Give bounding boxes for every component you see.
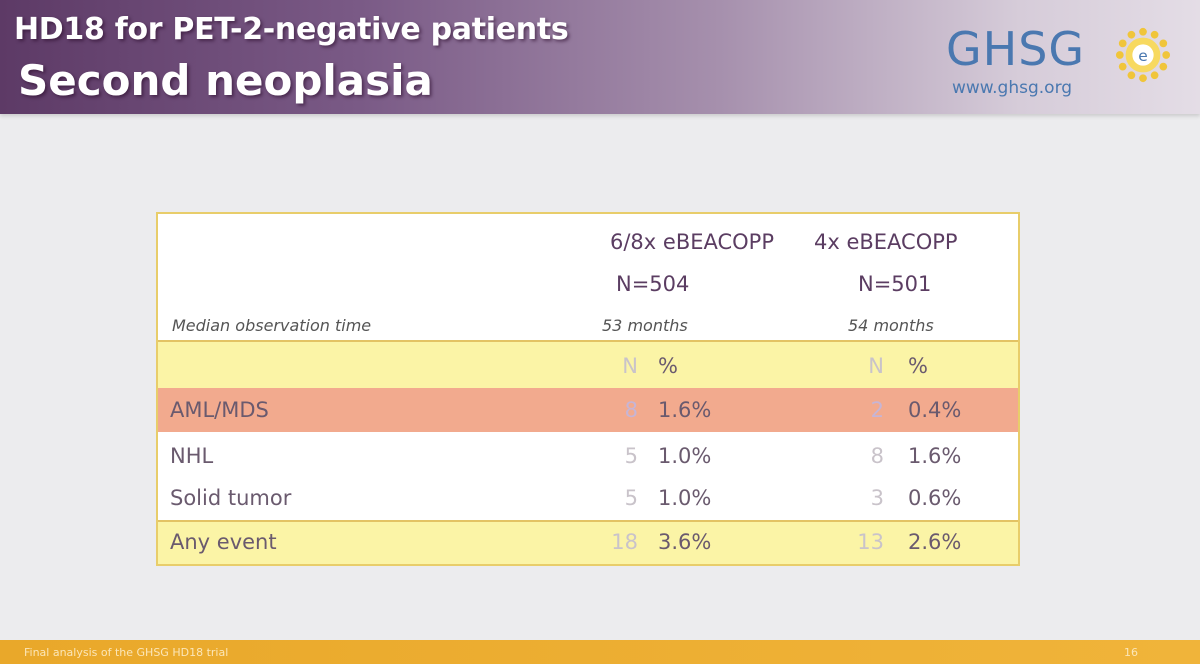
table-row: NHL 5 1.0% 8 1.6% <box>158 432 1018 478</box>
row-label: AML/MDS <box>170 398 269 422</box>
ghsg-logo: GHSG www.ghsg.org e <box>946 14 1186 104</box>
table-row: Any event 18 3.6% 13 2.6% <box>158 522 1018 564</box>
arm1-n: 5 <box>624 444 638 468</box>
arm1-pct: 3.6% <box>658 530 712 554</box>
table-row: AML/MDS 8 1.6% 2 0.4% <box>158 388 1018 432</box>
arm2-n-total: N=501 <box>858 272 932 296</box>
divider <box>158 340 1018 342</box>
arm1-n: 18 <box>611 530 638 554</box>
arm2-n: 8 <box>870 444 884 468</box>
slide-header: HD18 for PET-2-negative patients Second … <box>0 0 1200 114</box>
arm2-n: 3 <box>870 486 884 510</box>
neoplasia-table: 6/8x eBEACOPP 4x eBEACOPP N=504 N=501 Me… <box>156 212 1020 566</box>
row-label: NHL <box>170 444 214 468</box>
page-number: 16 <box>1124 646 1138 659</box>
arm2-pct: 0.4% <box>908 398 962 422</box>
arm1-name: 6/8x eBEACOPP <box>610 230 775 254</box>
observation-label: Median observation time <box>172 316 372 335</box>
arm1-n-total: N=504 <box>616 272 690 296</box>
arm1-col-pct: % <box>658 354 678 378</box>
divider <box>158 520 1018 522</box>
table-row: Solid tumor 5 1.0% 3 0.6% <box>158 478 1018 520</box>
logo-emblem-icon: e <box>1115 27 1171 83</box>
arm2-col-pct: % <box>908 354 928 378</box>
arm1-pct: 1.6% <box>658 398 712 422</box>
arm1-n: 8 <box>624 398 638 422</box>
arm1-n: 5 <box>624 486 638 510</box>
arm1-pct: 1.0% <box>658 486 712 510</box>
svg-text:e: e <box>1138 47 1148 65</box>
arm2-n: 13 <box>857 530 884 554</box>
arm1-pct: 1.0% <box>658 444 712 468</box>
footer-text: Final analysis of the GHSG HD18 trial <box>24 646 229 659</box>
arm1-col-n: N <box>622 354 638 378</box>
slide-title: HD18 for PET-2-negative patients <box>14 12 569 47</box>
arm2-pct: 1.6% <box>908 444 962 468</box>
row-label: Solid tumor <box>170 486 292 510</box>
slide-subtitle: Second neoplasia <box>18 56 433 105</box>
logo-wordmark: GHSG <box>946 22 1086 76</box>
arm2-n: 2 <box>870 398 884 422</box>
arm2-observation: 54 months <box>848 316 934 335</box>
row-label: Any event <box>170 530 277 554</box>
arm2-pct: 0.6% <box>908 486 962 510</box>
arm2-name: 4x eBEACOPP <box>814 230 958 254</box>
column-header-row: N % N % <box>158 342 1018 388</box>
logo-url: www.ghsg.org <box>952 78 1073 98</box>
arm2-col-n: N <box>868 354 884 378</box>
arm1-observation: 53 months <box>602 316 688 335</box>
slide-footer: Final analysis of the GHSG HD18 trial 16 <box>0 640 1200 664</box>
arm2-pct: 2.6% <box>908 530 962 554</box>
